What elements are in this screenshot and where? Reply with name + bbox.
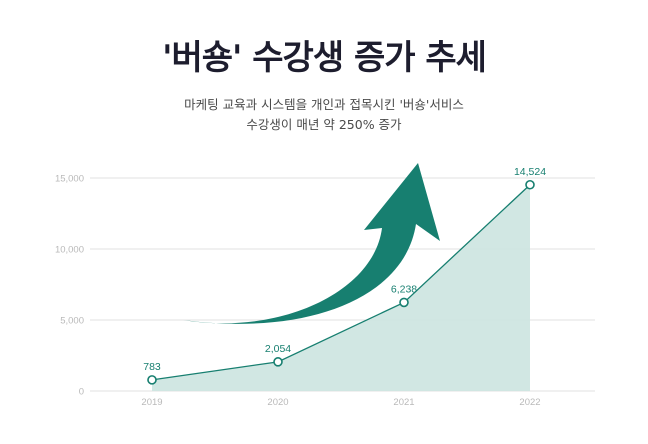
- data-label: 14,524: [514, 166, 546, 178]
- data-label: 783: [143, 361, 161, 373]
- y-tick-label: 5,000: [60, 316, 84, 327]
- trend-arrow-icon: [183, 163, 440, 324]
- data-label: 2,054: [265, 343, 291, 355]
- subtitle-line-2: 수강생이 매년 약 250% 증가: [246, 117, 402, 132]
- y-tick-label: 0: [79, 387, 84, 398]
- y-tick-label: 15,000: [55, 174, 84, 185]
- data-points: [147, 179, 535, 385]
- x-tick-label: 2022: [519, 397, 540, 408]
- data-point: [273, 357, 283, 367]
- data-point: [399, 297, 409, 308]
- data-labels: 783 2,054 6,238 14,524: [143, 166, 546, 373]
- y-tick-label: 10,000: [55, 245, 84, 256]
- y-axis: 0 5,000 10,000 15,000: [55, 174, 84, 398]
- x-tick-label: 2021: [393, 397, 414, 408]
- x-tick-label: 2020: [267, 397, 288, 408]
- x-axis: 2019 2020 2021 2022: [141, 397, 540, 408]
- x-tick-label: 2019: [141, 397, 162, 408]
- area-fill: [152, 184, 530, 391]
- page-subtitle: 마케팅 교육과 시스템을 개인과 접목시킨 '버숑'서비스 수강생이 매년 약 …: [0, 95, 648, 135]
- data-label: 6,238: [391, 283, 417, 295]
- data-point: [525, 179, 535, 190]
- page-title: '버숑' 수강생 증가 추세: [162, 38, 487, 78]
- series-line: [151, 184, 531, 381]
- data-point: [147, 375, 157, 385]
- subtitle-line-1: 마케팅 교육과 시스템을 개인과 접목시킨 '버숑'서비스: [184, 97, 464, 112]
